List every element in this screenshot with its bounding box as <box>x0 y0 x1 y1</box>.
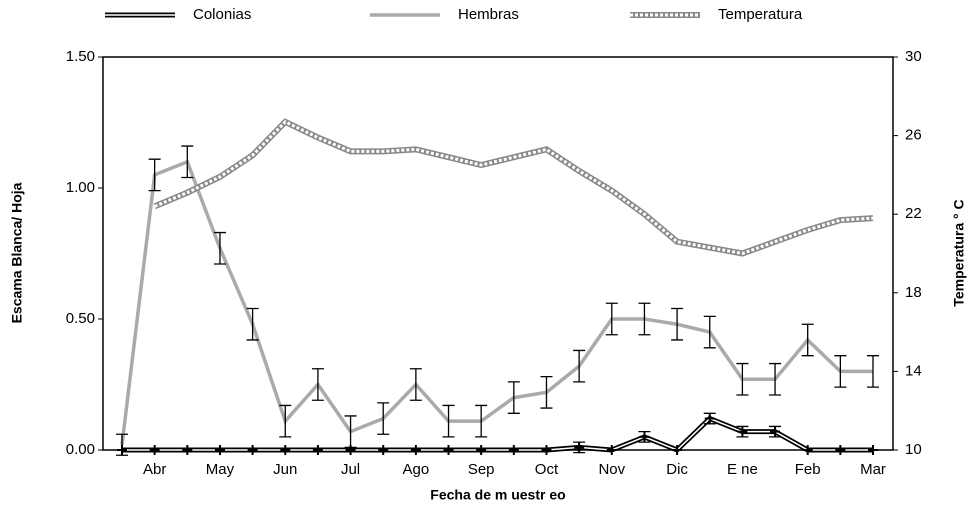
error-bar <box>769 425 782 438</box>
error-bar <box>638 302 651 336</box>
series-line <box>120 159 873 445</box>
y-axis-label: Escama Blanca/ Hoja <box>9 182 25 323</box>
marker <box>541 445 552 455</box>
marker <box>149 445 160 455</box>
error-bar <box>605 302 618 336</box>
x-tick-label: Abr <box>143 461 166 478</box>
error-bar <box>246 307 259 341</box>
error-bar <box>638 431 651 443</box>
legend-label: Temperatura <box>718 6 803 23</box>
marker <box>508 445 519 455</box>
error-bar <box>736 425 749 438</box>
marker <box>182 445 193 455</box>
y2-tick-label: 14 <box>905 362 922 379</box>
error-bar <box>409 368 422 401</box>
error-bar <box>344 415 357 449</box>
series-line-inner <box>122 417 873 451</box>
error-bar <box>736 362 749 396</box>
marker <box>672 445 683 455</box>
marker <box>280 445 291 455</box>
marker <box>312 445 323 455</box>
error-bar <box>507 381 520 414</box>
error-bar <box>540 375 553 409</box>
x-axis-label: Fecha de m uestr eo <box>430 487 565 503</box>
x-tick-label: Oct <box>535 461 559 478</box>
marker <box>443 445 454 455</box>
marker <box>378 445 389 455</box>
y-tick-label: 1.00 <box>66 179 95 196</box>
x-tick-label: Mar <box>860 461 886 478</box>
error-bar <box>703 412 716 425</box>
x-tick-label: Dic <box>666 461 688 478</box>
error-bar <box>867 355 879 388</box>
y-tick-label: 0.50 <box>66 310 95 327</box>
error-bar <box>213 231 226 265</box>
error-bar <box>311 368 324 401</box>
x-tick-label: Nov <box>598 461 625 478</box>
error-bar <box>573 441 586 454</box>
error-bar <box>116 433 128 456</box>
marker <box>606 445 617 455</box>
marker <box>476 445 487 455</box>
error-bar <box>279 404 292 438</box>
x-tick-label: May <box>206 461 235 478</box>
legend-label: Colonias <box>193 6 251 23</box>
legend-label: Hembras <box>458 6 519 23</box>
error-bar <box>573 349 586 383</box>
y-tick-label: 1.50 <box>66 48 95 65</box>
error-bar <box>703 315 716 349</box>
error-bar <box>801 323 814 357</box>
error-bar <box>834 355 847 388</box>
marker <box>247 445 258 455</box>
error-bar <box>377 402 390 435</box>
marker <box>802 445 813 455</box>
series-line <box>153 118 874 257</box>
x-tick-label: Sep <box>468 461 495 478</box>
x-tick-label: E ne <box>727 461 758 478</box>
error-bar <box>181 145 194 179</box>
y2-tick-label: 30 <box>905 48 922 65</box>
error-bar <box>671 307 684 341</box>
y2-axis-label: Temperatura ° C <box>951 199 967 306</box>
error-bar <box>475 404 488 438</box>
marker <box>868 445 878 455</box>
error-bar <box>769 362 782 396</box>
marker <box>410 445 421 455</box>
x-tick-label: Jul <box>341 461 360 478</box>
x-tick-label: Feb <box>795 461 821 478</box>
series-line <box>122 415 873 453</box>
x-tick-label: Ago <box>403 461 430 478</box>
series-line-inner <box>154 120 874 256</box>
marker <box>835 445 846 455</box>
y2-tick-label: 10 <box>905 441 922 458</box>
x-tick-label: Jun <box>273 461 297 478</box>
y2-tick-label: 26 <box>905 127 922 144</box>
y-tick-label: 0.00 <box>66 441 95 458</box>
error-bar <box>148 158 161 192</box>
y2-tick-label: 18 <box>905 284 922 301</box>
marker <box>214 445 225 455</box>
error-bar <box>442 404 455 438</box>
y2-tick-label: 22 <box>905 205 922 222</box>
